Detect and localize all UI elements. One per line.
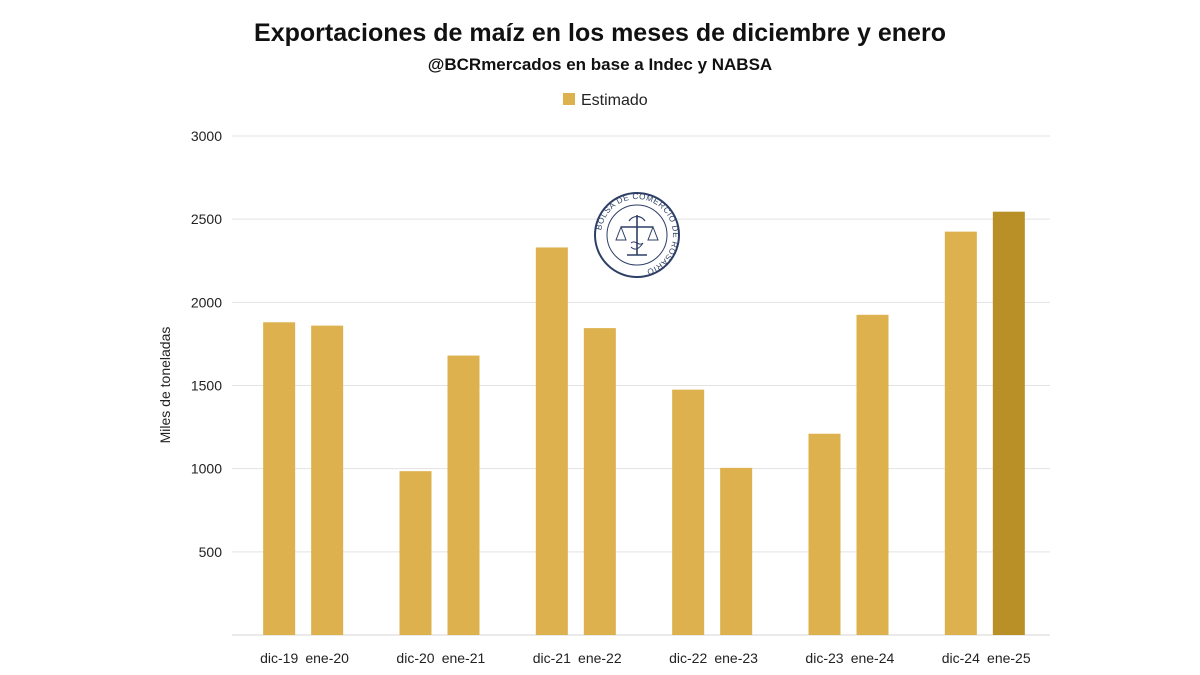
x-tick-label: ene-23 bbox=[714, 650, 758, 666]
bar-ene-20 bbox=[311, 325, 344, 635]
chart-svg: Exportaciones de maíz en los meses de di… bbox=[157, 19, 1050, 666]
y-tick-label: 2500 bbox=[191, 211, 222, 227]
bar-dic-20 bbox=[399, 471, 432, 635]
x-tick-label: ene-25 bbox=[987, 650, 1031, 666]
x-tick-label: ene-20 bbox=[305, 650, 349, 666]
x-tick-label: ene-21 bbox=[442, 650, 486, 666]
legend-swatch bbox=[563, 93, 575, 105]
bar-dic-21 bbox=[535, 247, 568, 635]
chart-subtitle: @BCRmercados en base a Indec y NABSA bbox=[428, 55, 772, 74]
bar-dic-24 bbox=[944, 231, 977, 635]
y-tick-label: 500 bbox=[199, 544, 223, 560]
y-tick-label: 1000 bbox=[191, 461, 222, 477]
x-tick-label: ene-22 bbox=[578, 650, 622, 666]
x-tick-label: dic-20 bbox=[396, 650, 434, 666]
x-tick-label: ene-24 bbox=[851, 650, 895, 666]
legend: Estimado bbox=[563, 92, 648, 109]
bars bbox=[263, 211, 1025, 635]
x-tick-label: dic-23 bbox=[805, 650, 843, 666]
x-tick-label: dic-22 bbox=[669, 650, 707, 666]
x-tick-label: dic-19 bbox=[260, 650, 298, 666]
bar-ene-24 bbox=[856, 314, 889, 635]
y-axis-label: Miles de toneladas bbox=[157, 327, 173, 444]
bar-ene-25 bbox=[992, 211, 1025, 635]
y-tick-label: 2000 bbox=[191, 294, 222, 310]
x-tick-label: dic-21 bbox=[533, 650, 571, 666]
chart-frame: Exportaciones de maíz en los meses de di… bbox=[140, 0, 1060, 675]
bar-dic-23 bbox=[808, 433, 841, 635]
x-axis-ticks: dic-19 ene-20 dic-20 ene-21 dic-21 ene-22 dic-… bbox=[260, 650, 1031, 666]
bar-dic-19 bbox=[263, 322, 296, 635]
y-tick-label: 3000 bbox=[191, 128, 222, 144]
x-tick-label: dic-24 bbox=[942, 650, 980, 666]
bar-ene-23 bbox=[720, 467, 753, 635]
y-axis-ticks: 500 1000 1500 2000 2500 3000 bbox=[191, 128, 222, 560]
chart-title: Exportaciones de maíz en los meses de di… bbox=[254, 19, 946, 47]
bcr-logo: BOLSA DE COMERCIO DE ROSARIO bbox=[594, 192, 680, 278]
bar-ene-22 bbox=[583, 328, 616, 635]
legend-label: Estimado bbox=[581, 92, 648, 109]
bar-dic-22 bbox=[672, 389, 705, 635]
bar-ene-21 bbox=[447, 355, 480, 635]
y-tick-label: 1500 bbox=[191, 378, 222, 394]
